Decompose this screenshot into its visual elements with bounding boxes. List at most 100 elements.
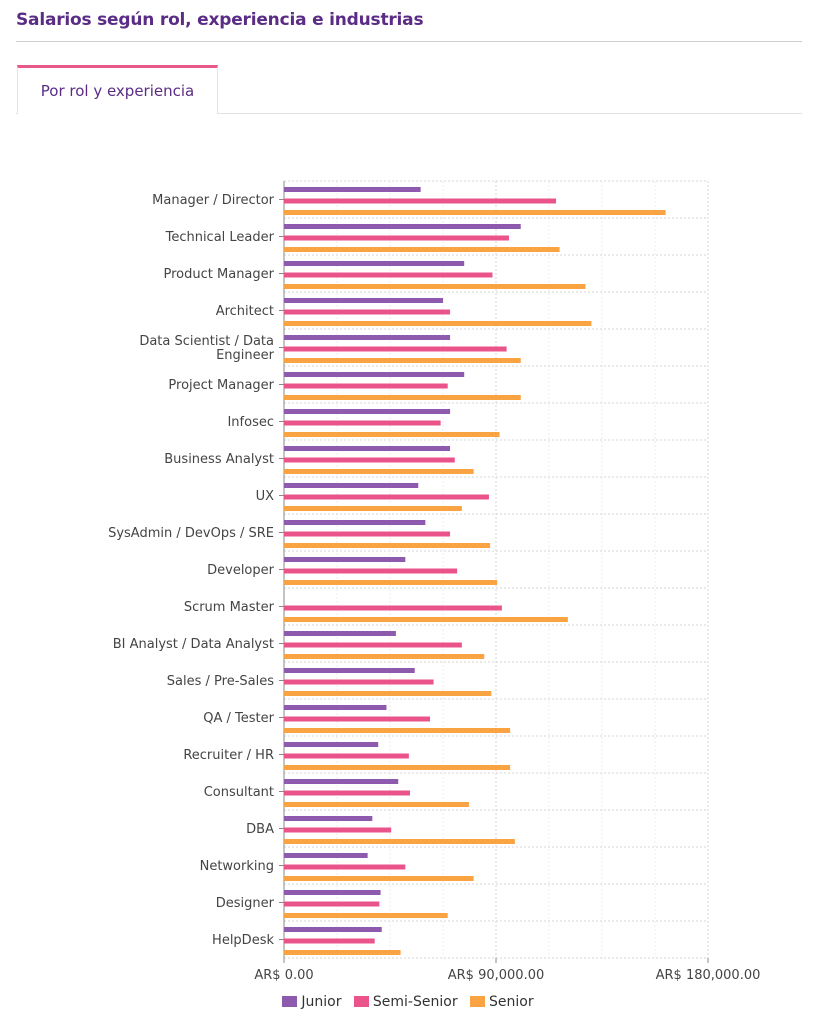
category-label: Data Scientist / Data <box>139 334 274 349</box>
bar-senior <box>284 543 491 548</box>
x-tick-label: AR$ 180,000.00 <box>656 968 761 983</box>
category-label: Recruiter / HR <box>183 748 274 763</box>
category-label: SysAdmin / DevOps / SRE <box>108 526 274 541</box>
bar-senior <box>284 506 462 511</box>
bar-junior <box>284 298 443 303</box>
bar-junior <box>284 927 382 932</box>
bar-senior <box>284 247 560 252</box>
bar-semi-senior <box>284 901 380 907</box>
bar-junior <box>284 520 426 525</box>
bar-senior <box>284 469 474 474</box>
bar-semi-senior <box>284 309 451 315</box>
legend-label-semi-senior: Semi-Senior <box>372 994 458 1010</box>
bar-semi-senior <box>284 494 489 500</box>
bar-senior <box>284 284 586 289</box>
category-label: BI Analyst / Data Analyst <box>113 637 274 652</box>
bar-junior <box>284 224 521 229</box>
bar-senior <box>284 358 521 363</box>
category-label: Scrum Master <box>184 600 275 615</box>
bar-senior <box>284 580 498 585</box>
bar-senior <box>284 728 511 733</box>
bar-senior <box>284 654 485 659</box>
bar-semi-senior <box>284 864 406 870</box>
category-label: QA / Tester <box>203 711 274 726</box>
bar-semi-senior <box>284 679 434 685</box>
legend-item-junior[interactable]: Junior <box>282 994 341 1010</box>
bar-semi-senior <box>284 753 409 759</box>
bar-senior <box>284 617 568 622</box>
bar-junior <box>284 816 373 821</box>
legend-swatch-semi-senior <box>353 996 369 1007</box>
category-label: Designer <box>216 896 275 911</box>
bar-senior <box>284 395 521 400</box>
bar-senior <box>284 913 448 918</box>
bar-semi-senior <box>284 457 455 463</box>
bar-semi-senior <box>284 827 392 833</box>
bar-semi-senior <box>284 938 375 944</box>
category-label: Technical Leader <box>165 230 275 245</box>
category-label: Business Analyst <box>164 452 274 467</box>
bar-junior <box>284 779 399 784</box>
bar-junior <box>284 557 406 562</box>
bar-junior <box>284 668 415 673</box>
bar-semi-senior <box>284 605 502 611</box>
bar-senior <box>284 432 500 437</box>
bar-junior <box>284 261 465 266</box>
salary-bar-chart: AR$ 0.00 AR$ 90,000.00 AR$ 180,000.00 Manag… <box>108 180 760 983</box>
bar-semi-senior <box>284 790 411 796</box>
bar-senior <box>284 691 492 696</box>
category-label: Architect <box>216 304 274 319</box>
category-label: Product Manager <box>164 267 275 282</box>
bar-semi-senior <box>284 531 451 537</box>
legend-label-senior: Senior <box>489 994 534 1010</box>
legend-item-semi-senior[interactable]: Semi-Senior <box>353 994 458 1010</box>
tab-bar-line <box>16 113 802 114</box>
bar-semi-senior <box>284 716 431 722</box>
bar-semi-senior <box>284 383 448 389</box>
bar-junior <box>284 631 396 636</box>
tab-por-rol-y-experiencia[interactable]: Por rol y experiencia <box>17 65 218 114</box>
bar-junior <box>284 742 379 747</box>
chart-legend: Junior Semi-Senior Senior <box>0 994 816 1010</box>
bar-senior <box>284 321 592 326</box>
bar-senior <box>284 802 469 807</box>
category-label: Sales / Pre-Sales <box>167 674 274 689</box>
bar-semi-senior <box>284 420 441 426</box>
legend-swatch-senior <box>470 996 486 1007</box>
x-tick-label: AR$ 90,000.00 <box>448 968 545 983</box>
category-label: Manager / Director <box>152 193 275 208</box>
legend-swatch-junior <box>282 996 298 1007</box>
bar-junior <box>284 187 421 192</box>
bar-junior <box>284 409 451 414</box>
title-divider <box>16 41 802 42</box>
bar-junior <box>284 446 451 451</box>
category-label: Networking <box>200 859 274 874</box>
category-label: DBA <box>246 822 274 837</box>
category-label: UX <box>256 489 275 504</box>
bar-semi-senior <box>284 272 493 278</box>
bar-semi-senior <box>284 198 557 204</box>
x-tick-label: AR$ 0.00 <box>254 968 313 983</box>
bar-semi-senior <box>284 235 509 241</box>
legend-item-senior[interactable]: Senior <box>470 994 534 1010</box>
bar-semi-senior <box>284 568 458 574</box>
bar-senior <box>284 210 666 215</box>
category-label: Consultant <box>204 785 274 800</box>
bar-junior <box>284 705 387 710</box>
bar-semi-senior <box>284 642 462 648</box>
category-label: Project Manager <box>168 378 274 393</box>
category-label: Infosec <box>227 415 274 430</box>
bar-junior <box>284 890 381 895</box>
bar-junior <box>284 335 451 340</box>
bar-senior <box>284 950 401 955</box>
bar-senior <box>284 876 474 881</box>
bar-senior <box>284 765 511 770</box>
category-label: Developer <box>207 563 275 578</box>
category-label: Engineer <box>216 348 275 363</box>
chart-bars <box>284 187 666 955</box>
bar-junior <box>284 853 368 858</box>
bar-junior <box>284 372 465 377</box>
page-title: Salarios según rol, experiencia e indust… <box>16 10 424 30</box>
chart-labels: AR$ 0.00 AR$ 90,000.00 AR$ 180,000.00 Manag… <box>108 193 760 983</box>
bar-senior <box>284 839 515 844</box>
